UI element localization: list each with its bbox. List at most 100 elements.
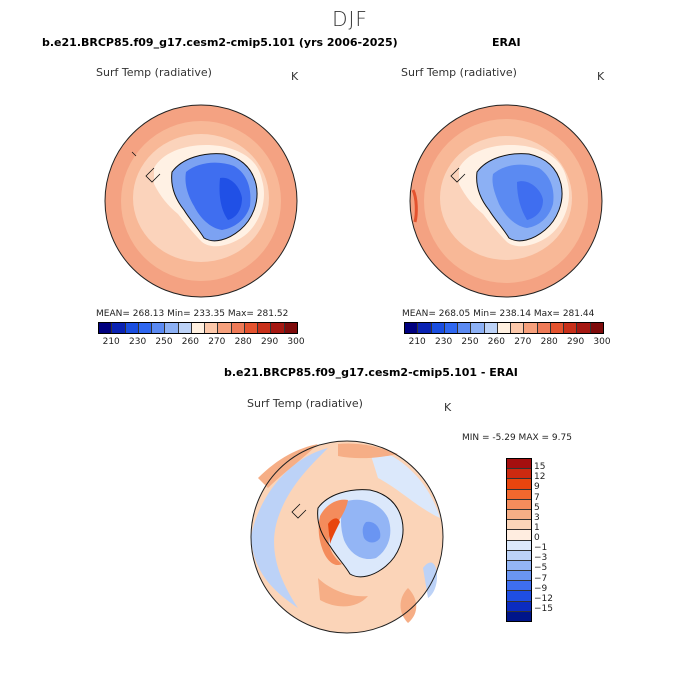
colorbar-swatch: [471, 323, 485, 333]
colorbar-swatch: [507, 479, 531, 490]
colorbar-swatch: [564, 323, 578, 333]
colorbar-swatch: [524, 323, 538, 333]
diff-colorbar-ticks: 15 12 9 7 5 3 1 0 −1 −3 −5 −7 −9 −12 −15: [534, 458, 574, 620]
colorbar-swatch: [99, 323, 113, 333]
colorbar-tick-label: 9: [534, 482, 540, 493]
colorbar-swatch: [507, 509, 531, 521]
colorbar-swatch: [537, 323, 551, 333]
colorbar-tick-label: 280: [540, 337, 558, 347]
model-colorbar-ticks: 210 230 250 260 270 280 290 300: [98, 337, 305, 349]
model-stats: MEAN= 268.13 Min= 233.35 Max= 281.52: [96, 309, 289, 319]
colorbar-swatch: [444, 323, 459, 333]
colorbar-swatch: [511, 323, 525, 333]
colorbar-tick-label: 3: [534, 512, 540, 523]
colorbar-tick-label: −12: [534, 593, 553, 604]
colorbar-swatch: [218, 323, 232, 333]
colorbar-swatch: [271, 323, 285, 333]
colorbar-swatch: [507, 520, 531, 531]
colorbar-swatch: [507, 571, 531, 582]
colorbar-swatch: [178, 323, 192, 333]
colorbar-swatch: [497, 323, 512, 333]
colorbar-swatch: [550, 323, 565, 333]
diff-panel-title: b.e21.BRCP85.f09_g17.cesm2-cmip5.101 - E…: [224, 366, 518, 379]
model-variable-label: Surf Temp (radiative): [96, 66, 212, 79]
colorbar-tick-label: 0: [534, 533, 540, 543]
obs-variable-label: Surf Temp (radiative): [401, 66, 517, 79]
colorbar-tick-label: −9: [534, 583, 548, 594]
colorbar-swatch: [507, 469, 531, 480]
colorbar-swatch: [125, 323, 139, 333]
diff-stats: MIN = -5.29 MAX = 9.75: [462, 433, 572, 443]
colorbar-swatch: [284, 323, 297, 333]
colorbar-swatch: [507, 611, 531, 621]
colorbar-swatch: [507, 459, 531, 470]
colorbar-tick-label: 5: [534, 502, 540, 513]
diff-variable-label: Surf Temp (radiative): [247, 397, 363, 410]
colorbar-tick-label: 230: [435, 337, 453, 347]
obs-stats: MEAN= 268.05 Min= 238.14 Max= 281.44: [402, 309, 595, 319]
colorbar-tick-label: 230: [129, 337, 147, 347]
colorbar-swatch: [507, 530, 531, 541]
colorbar-swatch: [205, 323, 219, 333]
colorbar-swatch: [458, 323, 472, 333]
colorbar-swatch: [507, 601, 531, 612]
colorbar-tick-label: −15: [534, 603, 553, 614]
diff-colorbar: [506, 458, 532, 622]
colorbar-tick-label: −1: [534, 543, 548, 554]
colorbar-swatch: [165, 323, 179, 333]
model-panel-title: b.e21.BRCP85.f09_g17.cesm2-cmip5.101 (yr…: [42, 36, 398, 49]
colorbar-tick-label: 250: [461, 337, 479, 347]
colorbar-swatch: [577, 323, 591, 333]
colorbar-tick-label: 260: [181, 337, 199, 347]
colorbar-tick-label: 270: [514, 337, 532, 347]
colorbar-tick-label: 210: [408, 337, 426, 347]
colorbar-swatch: [152, 323, 166, 333]
colorbar-tick-label: 250: [155, 337, 173, 347]
colorbar-swatch: [112, 323, 126, 333]
colorbar-tick-label: 7: [534, 492, 540, 503]
colorbar-tick-label: 300: [287, 337, 305, 347]
colorbar-tick-label: −7: [534, 573, 548, 584]
model-colorbar: [98, 322, 298, 334]
colorbar-tick-label: 1: [534, 522, 540, 533]
colorbar-tick-label: 290: [567, 337, 585, 347]
colorbar-swatch: [231, 323, 245, 333]
colorbar-swatch: [507, 591, 531, 602]
obs-units-label: K: [597, 70, 605, 83]
obs-polar-map: [409, 104, 603, 298]
colorbar-swatch: [418, 323, 432, 333]
colorbar-swatch: [405, 323, 419, 333]
colorbar-swatch: [507, 550, 531, 561]
diff-polar-map: [250, 440, 444, 634]
colorbar-swatch: [138, 323, 153, 333]
diff-units-label: K: [444, 401, 452, 414]
colorbar-swatch: [244, 323, 259, 333]
colorbar-swatch: [507, 499, 531, 510]
colorbar-tick-label: 270: [208, 337, 226, 347]
colorbar-tick-label: 210: [102, 337, 120, 347]
colorbar-tick-label: 300: [593, 337, 611, 347]
colorbar-swatch: [507, 489, 531, 500]
colorbar-tick-label: 290: [261, 337, 279, 347]
model-polar-map: [104, 104, 298, 298]
colorbar-tick-label: −3: [534, 553, 548, 564]
colorbar-tick-label: −5: [534, 563, 548, 574]
colorbar-swatch: [507, 581, 531, 592]
obs-colorbar: [404, 322, 604, 334]
colorbar-swatch: [507, 540, 531, 551]
colorbar-swatch: [191, 323, 206, 333]
colorbar-tick-label: 15: [534, 462, 546, 473]
obs-colorbar-ticks: 210 230 250 260 270 280 290 300: [404, 337, 611, 349]
obs-panel-title: ERAI: [492, 36, 521, 49]
colorbar-swatch: [431, 323, 445, 333]
colorbar-tick-label: 260: [487, 337, 505, 347]
model-units-label: K: [291, 70, 299, 83]
colorbar-tick-label: 280: [234, 337, 252, 347]
colorbar-swatch: [590, 323, 603, 333]
season-title: DJF: [332, 7, 368, 31]
colorbar-swatch: [484, 323, 498, 333]
colorbar-swatch: [507, 560, 531, 572]
colorbar-tick-label: 12: [534, 472, 546, 483]
colorbar-swatch: [258, 323, 272, 333]
